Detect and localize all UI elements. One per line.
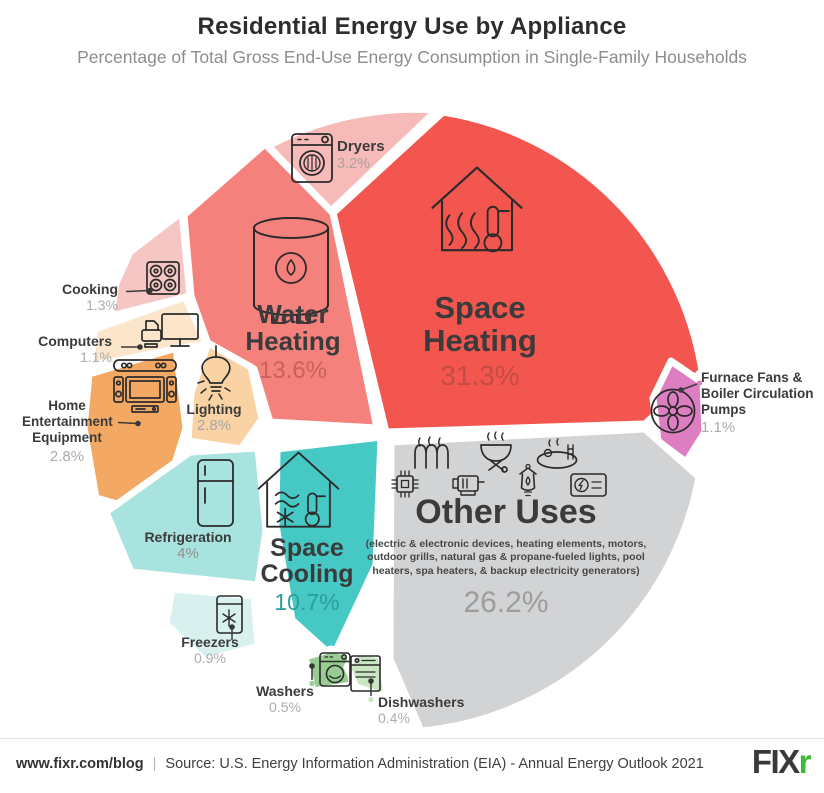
fan-icon: [650, 388, 696, 434]
leader-lines: [117, 289, 698, 696]
space-heating-pct: 31.3%: [440, 360, 520, 392]
footer: www.fixr.com/blog | Source: U.S. Energy …: [0, 738, 824, 793]
other-uses-label: Other Uses (electric & electronic device…: [356, 493, 656, 619]
refrigeration-label: Refrigeration 4%: [136, 529, 240, 562]
footer-text: www.fixr.com/blog | Source: U.S. Energy …: [16, 756, 704, 772]
space-heating-label: Space Heating 31.3%: [385, 290, 575, 392]
grill-icon: [480, 431, 512, 473]
cooking-pct: 1.3%: [86, 296, 118, 313]
washers-label: Washers 0.5%: [243, 683, 327, 715]
cell-other-uses: [386, 425, 703, 735]
freezers-label: Freezers 0.9%: [168, 634, 252, 666]
cell-space-heating: [329, 108, 706, 436]
heating-element-icon: [414, 436, 449, 469]
fixr-logo: FIXr: [751, 743, 812, 781]
refrigeration-pct: 4%: [177, 544, 199, 562]
cell-refrigeration: [102, 444, 270, 589]
water-heater-icon: [253, 217, 329, 324]
footer-site-link[interactable]: www.fixr.com/blog: [16, 756, 144, 772]
cooking-name: Cooking: [62, 281, 118, 297]
computers-name: Computers: [38, 333, 112, 349]
generator-icon: [570, 473, 607, 497]
other-uses-note: (electric & electronic devices, heating …: [365, 537, 647, 577]
lighting-name: Lighting: [186, 401, 242, 417]
space-cooling-pct: 10.7%: [274, 588, 340, 615]
computer-printer-icon: [141, 313, 199, 348]
home-theater-icon: [113, 359, 177, 413]
lighting-label: Lighting 2.8%: [172, 401, 256, 434]
gas-lantern-icon: [519, 463, 537, 497]
furnace-fans-pct: 1.1%: [701, 418, 736, 436]
page-title: Residential Energy Use by Appliance: [197, 13, 627, 40]
hot-tub-icon: [536, 438, 578, 469]
space-cooling-icon: [257, 451, 340, 528]
cell-freezers: [162, 585, 262, 665]
computers-pct: 1.1%: [80, 348, 112, 365]
refrigeration-name: Refrigeration: [144, 529, 232, 545]
light-bulb-icon: [197, 345, 231, 401]
water-heating-pct: 13.6%: [258, 356, 328, 384]
refrigerator-icon: [197, 459, 234, 527]
freezers-pct: 0.9%: [194, 649, 226, 666]
dryers-label: Dryers 3.2%: [337, 138, 385, 172]
leader-dots: [110, 287, 703, 703]
dryers-pct: 3.2%: [337, 155, 371, 172]
footer-separator: |: [152, 756, 157, 772]
washing-machine-icon: [319, 652, 351, 687]
cooking-label: Cooking 1.3%: [40, 281, 118, 313]
dishwasher-icon: [350, 655, 381, 692]
dryers-name: Dryers: [337, 138, 385, 155]
microchip-icon: [391, 470, 419, 498]
washers-pct: 0.5%: [269, 698, 301, 715]
dishwashers-name: Dishwashers: [378, 694, 465, 710]
home-entertainment-name: Home Entertainment Equipment: [22, 398, 113, 446]
fixr-logo-accent: r: [798, 743, 812, 780]
lighting-pct: 2.8%: [196, 416, 232, 434]
motor-icon: [452, 475, 485, 496]
furnace-fans-name: Furnace Fans & Boiler Circulation Pumps: [701, 370, 814, 418]
dishwashers-label: Dishwashers 0.4%: [378, 694, 508, 726]
washers-name: Washers: [256, 683, 314, 699]
computers-label: Computers 1.1%: [26, 333, 112, 365]
dryer-icon: [291, 133, 333, 183]
footer-source: Source: U.S. Energy Information Administ…: [165, 756, 704, 772]
space-heating-name: Space Heating: [423, 290, 537, 358]
stove-icon: [146, 261, 180, 295]
home-entertainment-pct: 2.8%: [49, 447, 85, 465]
furnace-fans-label: Furnace Fans & Boiler Circulation Pumps …: [701, 370, 823, 436]
space-heating-icon: [431, 166, 523, 253]
fixr-logo-text: FIX: [751, 743, 800, 780]
other-uses-pct: 26.2%: [463, 585, 549, 619]
water-heating-label: Water Heating 13.6%: [212, 299, 374, 384]
freezers-name: Freezers: [181, 634, 239, 650]
space-cooling-label: Space Cooling 10.7%: [231, 535, 383, 615]
freezer-icon: [216, 595, 243, 634]
page-subtitle: Percentage of Total Gross End-Use Energy…: [77, 47, 747, 67]
space-cooling-name: Space Cooling: [260, 534, 354, 589]
other-uses-name: Other Uses: [415, 493, 597, 531]
dishwashers-pct: 0.4%: [378, 709, 410, 726]
home-entertainment-label: Home Entertainment Equipment 2.8%: [22, 398, 113, 465]
water-heating-name: Water Heating: [245, 299, 341, 357]
